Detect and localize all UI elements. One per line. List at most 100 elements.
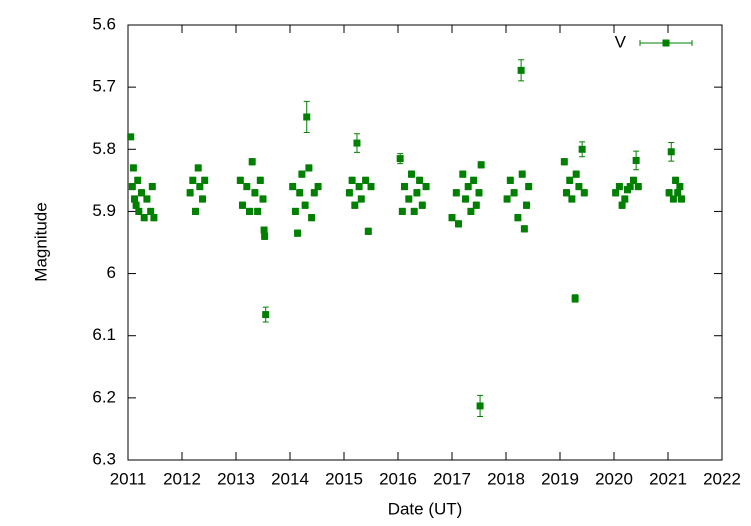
data-point [621,195,629,203]
data-point [261,232,269,240]
data-point [260,226,268,234]
data-point [254,207,262,215]
data-point [355,183,363,191]
data-point [452,189,460,197]
data-point [572,170,580,178]
x-tick-label: 2016 [379,469,417,488]
data-point [416,176,424,184]
data-point [238,201,246,209]
data-point [562,189,570,197]
x-tick-label: 2017 [433,469,471,488]
data-point [615,183,623,191]
data-point [560,158,568,166]
data-point [130,195,138,203]
y-tick-label: 5.7 [92,77,116,96]
data-point [566,176,574,184]
data-point [364,227,372,235]
x-tick-label: 2020 [595,469,633,488]
data-point [248,158,256,166]
data-point [405,195,413,203]
data-point [147,207,155,215]
data-point [186,189,194,197]
data-point [459,170,467,178]
data-point [310,189,318,197]
data-point [477,161,485,169]
data-point [578,145,586,153]
data-point [580,189,588,197]
x-tick-label: 2022 [703,469,741,488]
x-tick-label: 2011 [110,469,147,488]
data-point [196,183,204,191]
x-axis-label: Date (UT) [388,499,463,518]
data-point [575,183,583,191]
y-tick-label: 6.1 [92,325,116,344]
data-point [259,195,267,203]
data-point [201,176,209,184]
data-point [467,207,475,215]
data-point [510,189,518,197]
data-point [612,189,620,197]
data-point [520,225,528,233]
data-point [506,176,514,184]
data-point [134,176,142,184]
data-point [303,113,311,121]
data-point [568,195,576,203]
data-point [503,195,511,203]
data-point [351,201,359,209]
data-point [525,183,533,191]
y-tick-label: 6.3 [92,449,116,468]
data-point [676,183,684,191]
x-tick-label: 2018 [487,469,525,488]
data-point [396,155,404,163]
x-tick-label: 2013 [217,469,255,488]
data-point [669,195,677,203]
data-point [353,139,361,147]
data-point [571,294,579,302]
data-point [296,189,304,197]
data-point [150,214,158,222]
data-point [199,195,207,203]
data-point [523,201,531,209]
data-point [194,164,202,172]
data-point [629,176,637,184]
data-point [345,189,353,197]
data-point [135,207,143,215]
y-tick-label: 6 [107,263,116,282]
data-point [454,220,462,228]
data-point [408,170,415,178]
data-point [305,164,313,172]
data-point [410,207,418,215]
data-point [470,176,478,184]
data-point [362,176,370,184]
data-point [314,183,322,191]
data-point [514,214,522,222]
legend-label: V [615,32,627,51]
data-point [472,201,480,209]
data-point [348,176,356,184]
x-tick-label: 2012 [163,469,201,488]
data-point [413,189,421,197]
data-point [418,201,426,209]
data-point [665,189,673,197]
data-point [357,195,365,203]
x-tick-label: 2021 [649,469,687,488]
data-point [476,402,484,410]
data-point [143,195,151,203]
y-tick-label: 5.9 [92,201,116,220]
data-point [517,66,525,74]
data-point [189,176,197,184]
x-tick-label: 2019 [541,469,579,488]
data-point [518,170,526,178]
data-point [632,156,640,164]
data-point [667,148,675,156]
data-point [448,214,456,222]
data-point [129,164,137,172]
data-point [618,201,626,209]
data-point [138,189,145,197]
data-point [301,201,309,209]
data-point [127,133,135,141]
data-point [243,183,251,191]
data-point [251,189,259,197]
data-point [192,207,199,215]
